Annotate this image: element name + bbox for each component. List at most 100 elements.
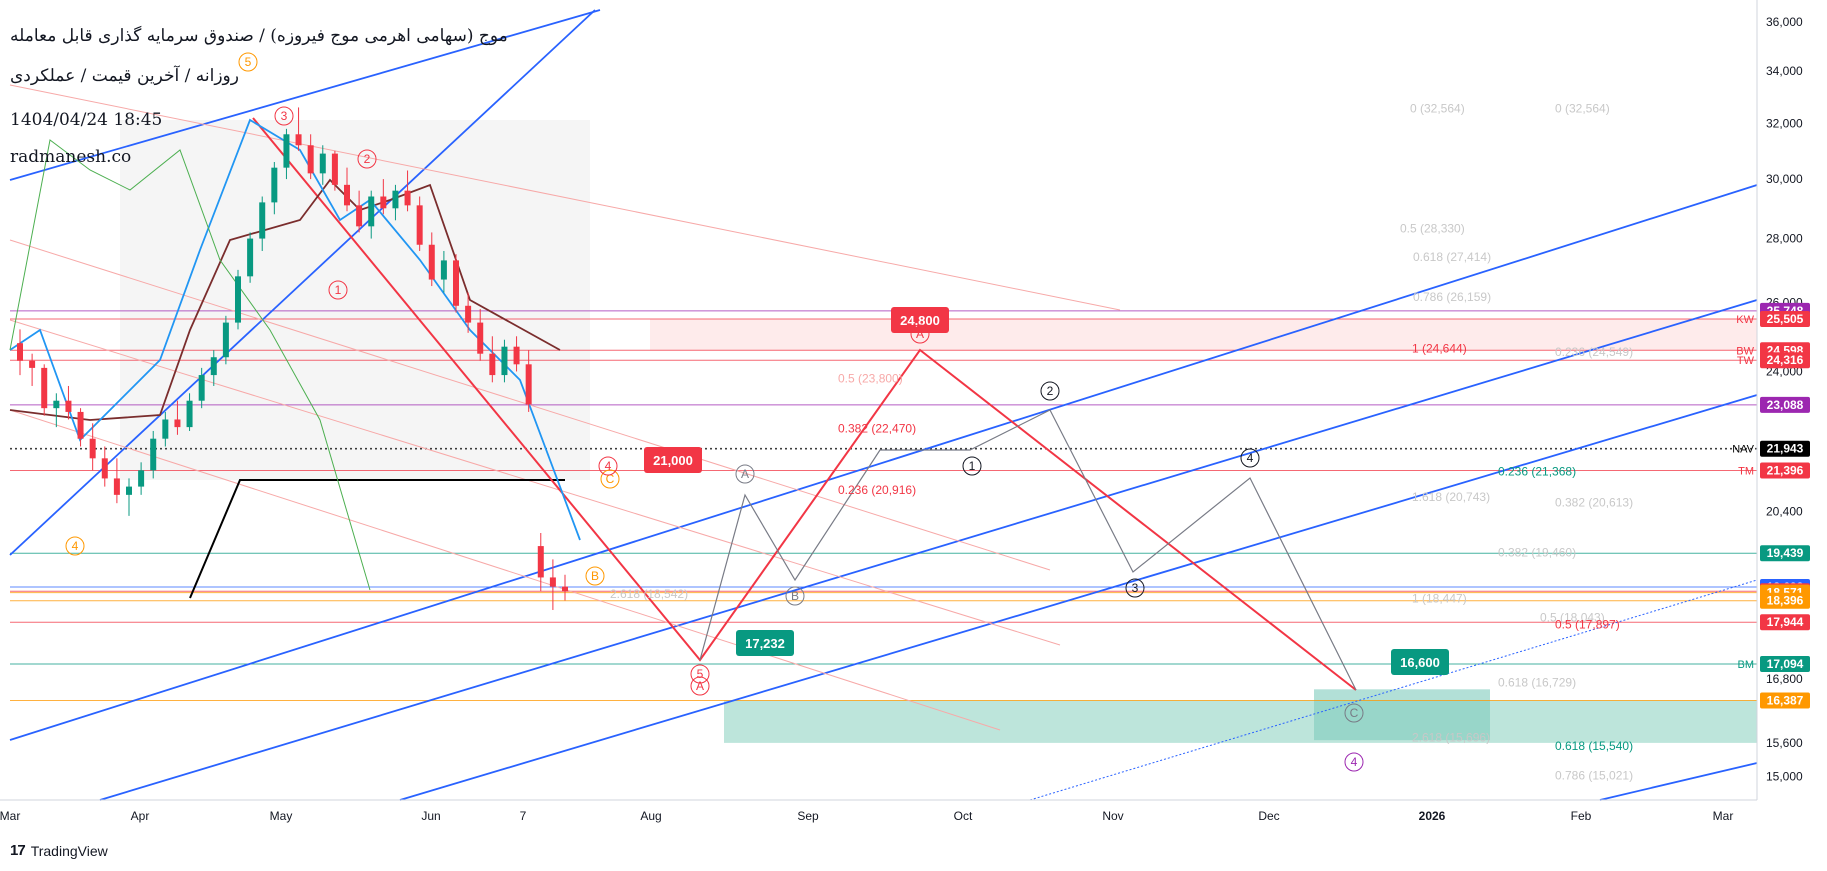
candle-body — [162, 419, 169, 439]
wave-label: 4 — [1247, 451, 1254, 465]
price-tag-side-label: BW — [1736, 345, 1754, 357]
x-tick-label: Feb — [1571, 809, 1592, 823]
wave-marker — [1344, 752, 1364, 772]
y-tick-label: 15,000 — [1766, 770, 1803, 784]
candle-body — [356, 205, 363, 227]
candle-body — [525, 364, 532, 405]
price-tag-box — [1760, 311, 1810, 328]
candle-body — [247, 238, 254, 277]
price-tag-side-label: NAV — [1732, 444, 1754, 456]
candle-body — [465, 305, 472, 323]
price-tag-side-label: TW — [1737, 355, 1755, 367]
wave-label: C — [606, 472, 615, 486]
x-tick-label: Sep — [797, 809, 819, 823]
wave-marker — [328, 280, 348, 300]
black-base-line — [189, 479, 565, 599]
candle-body — [404, 190, 411, 206]
fib-label: 0.618 (27,414) — [1413, 250, 1491, 264]
price-tag-box — [1760, 352, 1810, 369]
candle-body — [126, 486, 132, 495]
fib-label: 0.236 (20,916) — [838, 483, 916, 497]
candle-body — [489, 353, 496, 376]
projected-wave-path — [252, 117, 1357, 691]
brand-name: TradingView — [30, 842, 108, 859]
price-tag-side-label: BM — [1738, 659, 1755, 671]
y-tick-label: 15,600 — [1766, 736, 1803, 750]
x-tick-label: 7 — [520, 809, 527, 823]
footer-branding[interactable]: 17 TradingView — [10, 842, 108, 859]
alternate-wave-path — [699, 409, 1357, 691]
price-tag-label: 21,943 — [1767, 442, 1804, 456]
wave-marker — [1125, 578, 1145, 598]
wave-label: 4 — [1351, 755, 1358, 769]
y-tick-label: 30,000 — [1766, 172, 1803, 186]
wave-marker — [1344, 703, 1364, 723]
candle-body — [440, 260, 447, 280]
candle-body — [307, 145, 314, 174]
candle-body — [186, 400, 193, 428]
wave-marker — [962, 456, 982, 476]
callout-label: 17,232 — [745, 636, 785, 651]
candle-body — [501, 346, 508, 376]
trend-channel-line — [99, 299, 1758, 801]
fib-label: 0 (32,564) — [1555, 101, 1610, 115]
wave-label: 1 — [969, 459, 976, 473]
wave-marker — [274, 106, 294, 126]
fib-label: 0.618 (16,729) — [1498, 676, 1576, 690]
price-tag-label: 21,396 — [1767, 463, 1804, 477]
wave-marker — [910, 324, 930, 344]
candle-body — [77, 411, 84, 439]
candle-body — [41, 367, 48, 409]
price-tag-label: 24,316 — [1767, 353, 1804, 367]
candle-body — [283, 134, 290, 168]
wave-label: 3 — [281, 109, 288, 123]
candle-body — [331, 153, 338, 185]
price-tag-label: 19,439 — [1767, 546, 1804, 560]
price-tag-box — [1760, 592, 1810, 609]
wave-label: A — [696, 679, 704, 693]
kijun-line — [9, 178, 561, 421]
price-tag-label: 23,088 — [1767, 398, 1804, 412]
price-tag-side-label: KW — [1736, 314, 1754, 326]
y-tick-label: 32,000 — [1766, 116, 1803, 130]
wave-label: 5 — [245, 55, 252, 69]
chart-timestamp: 1404/04/24 18:45 — [10, 110, 163, 130]
candle-body — [537, 546, 544, 578]
candle-body — [235, 276, 241, 323]
fib-label: 0.786 (15,021) — [1555, 768, 1633, 782]
x-tick-label: Oct — [954, 809, 973, 823]
fib-label: 0.236 (21,368) — [1498, 465, 1576, 479]
trend-channel-line — [1599, 762, 1758, 801]
price-tag-box — [1760, 692, 1810, 709]
wave-label: 4 — [605, 459, 612, 473]
resistance-zone — [650, 319, 1757, 351]
wave-label: 2 — [364, 152, 371, 166]
candle-body — [89, 438, 96, 459]
candle-body — [562, 586, 568, 592]
trend-channel-line — [399, 394, 1758, 801]
callout-box — [644, 447, 702, 473]
candle-body — [259, 202, 266, 239]
target-zone — [724, 700, 1757, 743]
wave-label: 2 — [1047, 384, 1054, 398]
tenkan-line — [9, 118, 581, 541]
price-tag-box — [1760, 656, 1810, 673]
chart-title: موج (سهامی اهرمی موج فیروزه) / صندوق سرم… — [10, 26, 508, 46]
candle-body — [29, 360, 36, 368]
wave-label: C — [1350, 706, 1359, 720]
y-tick-label: 34,000 — [1766, 64, 1803, 78]
chikou-line — [9, 139, 371, 591]
trend-channel-line — [9, 9, 601, 181]
wave-label: 4 — [72, 539, 79, 553]
tradingview-logo-icon: 17 — [10, 842, 26, 859]
wave-label: 1 — [335, 283, 342, 297]
fib-label: 0.236 (24,549) — [1555, 345, 1633, 359]
target-box — [1314, 689, 1490, 741]
callout-box — [736, 630, 794, 656]
candle-body — [344, 184, 350, 206]
wave-marker — [785, 586, 805, 606]
candle-body — [549, 577, 556, 587]
x-tick-label: May — [270, 809, 293, 823]
candle-body — [295, 134, 302, 146]
